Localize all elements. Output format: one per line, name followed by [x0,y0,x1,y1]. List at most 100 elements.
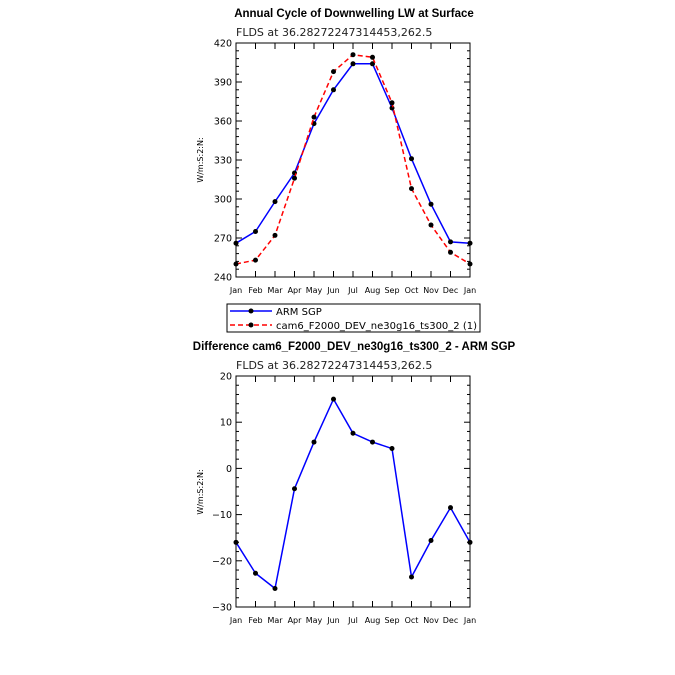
y-tick-label: 330 [214,156,232,167]
x-tick-labels: Jan Feb Mar Apr May Jun Jul Aug Sep Oct Nov Dec Jan [229,616,476,625]
x-tick-label: Mar [267,286,283,295]
x-tick-label: May [306,286,323,295]
series-line-1 [235,53,471,265]
data-point [409,156,414,162]
y-tick-label: 270 [214,234,232,245]
data-point [233,261,239,267]
data-point [467,539,473,545]
data-point [389,446,395,452]
legend-label-model: cam6_F2000_DEV_ne30g16_ts300_2 (1) [276,321,477,332]
x-tick-label: Aug [365,286,381,295]
x-tick-label: Jul [347,616,358,625]
data-point [448,505,453,511]
x-tick-label: Mar [267,616,283,625]
data-point [253,229,258,234]
x-tick-label: Dec [443,616,458,625]
x-tick-labels: Jan Feb Mar Apr May Jun Jul Aug Sep Oct Nov Dec Jan [229,286,476,295]
y-axis-label: W/m:S:2:N: [196,469,205,514]
x-tick-label: Nov [423,616,439,625]
tick-group [235,42,471,278]
y-tick-labels: 240 270 300 330 360 390 420 [214,39,232,284]
y-tick-label: −30 [212,603,232,614]
x-tick-label: Nov [423,286,439,295]
plot-frame [235,375,471,608]
x-tick-label: Dec [443,286,458,295]
data-point [292,486,297,492]
data-point [253,570,258,576]
x-tick-label: Sep [384,286,399,295]
tick-group [235,375,471,608]
data-point [331,396,336,402]
series-group [233,396,473,592]
y-tick-label: 10 [220,418,232,429]
x-tick-label: Feb [248,616,262,625]
x-tick-label: May [306,616,323,625]
data-point [409,574,414,580]
data-point [292,175,297,181]
x-tick-label: Oct [405,616,419,625]
plot-frame [235,42,471,278]
y-tick-label: 0 [226,464,232,475]
x-tick-label: Jun [326,286,340,295]
data-point [311,439,317,445]
data-point [350,52,356,58]
legend-label-arm: ARM SGP [276,307,322,318]
y-tick-label: −10 [212,510,232,521]
x-tick-label: Aug [365,616,381,625]
x-tick-label: Jan [463,286,476,295]
data-point [350,61,356,67]
x-tick-label: Feb [248,286,262,295]
x-tick-label: Apr [288,616,303,625]
data-point [409,186,414,192]
annual-cycle-chart: Annual Cycle of Downwelling LW at Surfac… [196,8,481,333]
x-tick-label: Jul [347,286,358,295]
data-point [370,439,375,445]
data-point [253,257,258,263]
data-point [233,240,239,246]
series-line-0 [235,397,471,590]
data-point [448,239,453,245]
y-tick-labels: −30 −20 −10 0 10 20 [212,372,232,614]
data-point [467,261,473,267]
data-point [428,201,434,207]
y-tick-label: 240 [214,273,232,284]
data-point [389,105,395,111]
y-tick-label: 20 [220,372,232,383]
series-line-0 [235,63,471,244]
data-point [272,199,278,205]
difference-chart: Difference cam6_F2000_DEV_ne30g16_ts300_… [193,341,516,625]
data-point [331,69,336,75]
legend-marker-arm [248,308,254,314]
x-tick-label: Jan [229,286,242,295]
x-tick-label: Jun [326,616,340,625]
data-point [370,54,375,60]
chart-subtitle: FLDS at 36.28272247314453,262.5 [236,26,432,39]
data-point [233,539,239,545]
y-tick-label: 420 [214,39,232,50]
x-tick-label: Oct [405,286,419,295]
legend-box [226,303,481,333]
chart-title: Difference cam6_F2000_DEV_ne30g16_ts300_… [193,341,516,353]
y-tick-label: 360 [214,117,232,128]
y-tick-label: 300 [214,195,232,206]
x-tick-label: Apr [288,286,303,295]
x-tick-label: Jan [229,616,242,625]
data-point [370,61,375,67]
y-axis-label: W/m:S:2:N: [196,137,205,182]
chart-subtitle: FLDS at 36.28272247314453,262.5 [236,359,432,372]
data-point [389,100,395,106]
x-tick-label: Jan [463,616,476,625]
legend-marker-model [248,322,254,328]
y-tick-label: 390 [214,78,232,89]
data-point [272,232,278,238]
data-point [448,249,453,255]
data-point [272,586,278,592]
data-point [428,537,434,543]
data-point [311,114,317,120]
y-tick-label: −20 [212,556,232,567]
series-group [233,52,473,267]
data-point [350,430,356,436]
data-point [331,87,336,93]
data-point [467,240,473,246]
